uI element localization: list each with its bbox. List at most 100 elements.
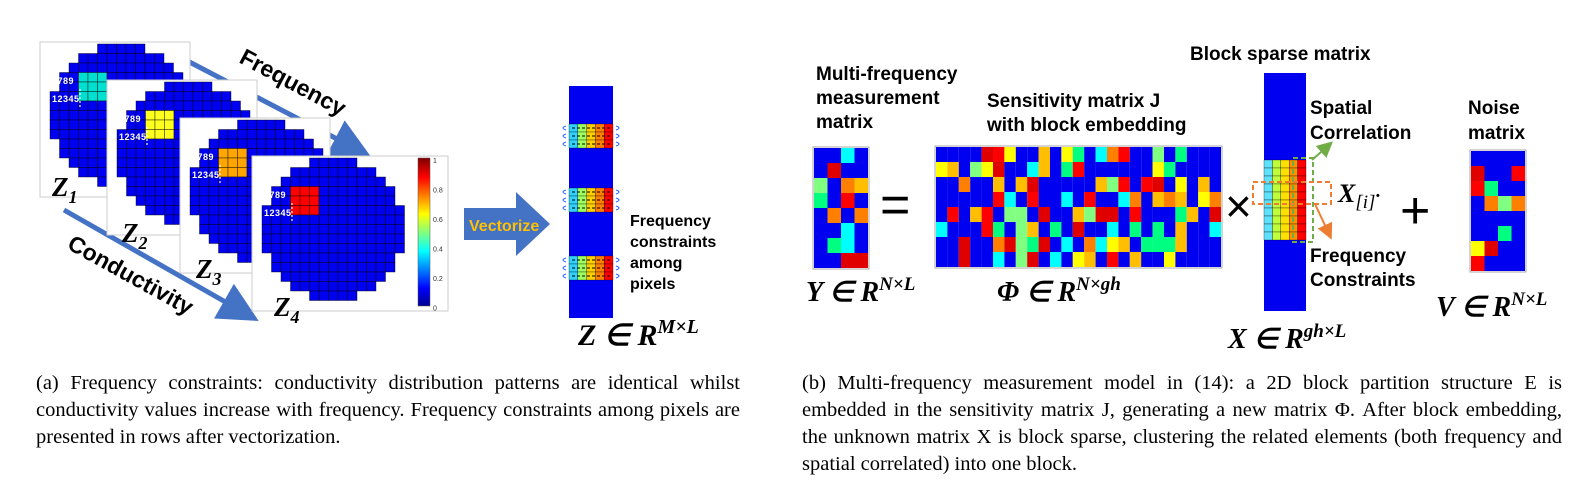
map-pixel bbox=[135, 53, 146, 64]
phi-matrix-cell bbox=[1129, 222, 1142, 237]
phi-matrix-cell bbox=[1061, 252, 1073, 267]
x-block-label: X[i]· bbox=[1337, 179, 1380, 213]
map-pixel bbox=[68, 110, 79, 121]
map-pixel bbox=[164, 148, 175, 159]
map-pixel bbox=[394, 243, 405, 254]
map-pixel bbox=[328, 290, 339, 301]
map-pixel bbox=[309, 252, 320, 263]
z-loop bbox=[615, 273, 620, 279]
map-pixel bbox=[375, 186, 386, 197]
phi-matrix-cell bbox=[970, 162, 982, 177]
map-pixel bbox=[126, 167, 137, 178]
map-pixel bbox=[375, 224, 386, 235]
map-pixel bbox=[318, 214, 329, 225]
map-pixel bbox=[106, 53, 117, 64]
x-pixel bbox=[1272, 159, 1281, 169]
x-pixel bbox=[1263, 231, 1273, 241]
y-matrix-cell bbox=[854, 193, 868, 208]
row-index-left: 3 bbox=[63, 94, 68, 104]
x-matrix bbox=[1263, 73, 1307, 311]
map-pixel bbox=[154, 195, 165, 206]
phi-matrix-cell bbox=[1072, 147, 1085, 162]
map-pixel bbox=[135, 157, 146, 168]
plus-sign: + bbox=[1400, 182, 1430, 240]
z-loop bbox=[562, 125, 567, 131]
v-matrix-cell bbox=[1484, 226, 1498, 241]
phi-matrix-cell bbox=[981, 147, 993, 162]
map-pixel bbox=[366, 167, 377, 178]
times-sign: × bbox=[1225, 180, 1252, 232]
colorbar-tick: 1 bbox=[433, 158, 437, 165]
map-pixel bbox=[154, 138, 165, 149]
map-pixel bbox=[318, 224, 329, 235]
map-pixel bbox=[328, 281, 339, 292]
v-matrix-cell bbox=[1471, 196, 1485, 211]
phi-matrix-cell bbox=[1198, 162, 1210, 177]
map-pixel bbox=[227, 233, 238, 244]
map-pixel bbox=[237, 224, 248, 235]
map-pixel bbox=[68, 148, 79, 159]
map-pixel bbox=[218, 138, 229, 149]
z-loop bbox=[562, 273, 567, 279]
map-pixel bbox=[144, 53, 155, 64]
row-index-left: 4 bbox=[281, 208, 286, 218]
phi-matrix-cell bbox=[1072, 162, 1085, 177]
y-matrix-cell bbox=[827, 163, 841, 178]
map-pixel bbox=[49, 119, 60, 130]
map-pixel bbox=[116, 167, 127, 178]
phi-matrix-cell bbox=[1095, 192, 1107, 207]
phi-matrix-cell bbox=[1141, 207, 1153, 222]
phi-matrix-cell bbox=[1152, 147, 1164, 162]
map-pixel bbox=[328, 195, 339, 206]
map-pixel bbox=[106, 62, 117, 73]
phi-matrix-cell bbox=[958, 192, 971, 207]
map-pixel bbox=[347, 205, 358, 216]
map-pixel bbox=[280, 243, 291, 254]
map-pixel bbox=[145, 195, 156, 206]
phi-matrix-cell bbox=[1061, 192, 1073, 207]
map-pixel bbox=[271, 252, 282, 263]
y-matrix-cell bbox=[854, 253, 868, 268]
map-pixel bbox=[202, 81, 213, 92]
phi-matrix-cell bbox=[1084, 147, 1096, 162]
x-pixel bbox=[1280, 159, 1290, 169]
phi-matrix-cell bbox=[1152, 252, 1164, 267]
phi-matrix-cell bbox=[1152, 207, 1164, 222]
figure: Frequency Conductivity 6 7 8 91 2 3 4 56 7 8 91 2 3 4… bbox=[39, 41, 1547, 355]
phi-matrix-cell bbox=[936, 252, 948, 267]
phi-matrix-cell bbox=[1050, 207, 1062, 222]
map-pixel bbox=[356, 262, 367, 273]
map-pixel bbox=[356, 167, 367, 178]
map-pixel bbox=[366, 262, 377, 273]
v-matrix-label: V ∈ RN×L bbox=[1436, 289, 1547, 323]
ellipsis-dot bbox=[79, 97, 81, 99]
phi-matrix-cell bbox=[1015, 207, 1028, 222]
z-loop bbox=[615, 189, 620, 195]
phi-matrix-cell bbox=[1072, 192, 1085, 207]
map-pixel bbox=[164, 138, 175, 149]
phi-matrix-cell bbox=[1015, 147, 1028, 162]
map-pixel bbox=[271, 262, 282, 273]
row-index-top: 9 bbox=[136, 114, 141, 124]
map-pixel bbox=[356, 205, 367, 216]
phi-matrix-cell bbox=[1164, 147, 1176, 162]
phi-matrix-cell bbox=[993, 162, 1005, 177]
map-pixel bbox=[116, 148, 127, 159]
map-pixel bbox=[309, 224, 320, 235]
row-index-left: 5 bbox=[286, 208, 291, 218]
map-pixel bbox=[87, 62, 98, 73]
map-pixel bbox=[125, 53, 136, 64]
map-pixel bbox=[261, 243, 272, 254]
map-pixel bbox=[246, 119, 257, 130]
map-pixel bbox=[227, 176, 238, 187]
x-pixel bbox=[1280, 191, 1290, 201]
phi-matrix-cell bbox=[1175, 162, 1187, 177]
map-pixel bbox=[318, 157, 329, 168]
map-pixel bbox=[230, 100, 241, 111]
map-pixel bbox=[237, 186, 248, 197]
x-pixel bbox=[1272, 207, 1281, 217]
map-pixel bbox=[183, 81, 194, 92]
map-pixel bbox=[237, 148, 248, 159]
map-pixel bbox=[318, 186, 329, 197]
x-pixel bbox=[1263, 191, 1273, 201]
